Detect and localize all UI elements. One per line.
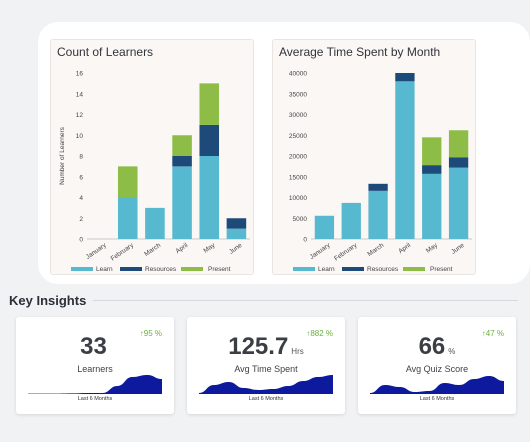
bar-learn <box>341 202 361 239</box>
x-tick-label: April <box>175 242 190 256</box>
kpi-period: Last 6 Months <box>419 396 455 402</box>
legend-label: Resources <box>145 266 177 273</box>
y-tick-label: 15000 <box>289 174 307 181</box>
y-axis-label: Number of Learners <box>59 126 66 185</box>
y-tick-label: 10000 <box>289 195 307 202</box>
y-tick-label: 30000 <box>289 112 307 119</box>
y-tick-label: 12 <box>76 112 84 119</box>
kpi-label: Avg Quiz Score <box>405 364 469 374</box>
key-insights-heading: Key Insights <box>9 293 87 308</box>
kpi-change: ↑95 % <box>139 329 162 338</box>
legend-label: Learn <box>96 266 113 273</box>
x-tick-label: February <box>333 241 359 262</box>
y-tick-label: 8 <box>79 154 83 161</box>
bar-learn <box>422 173 442 239</box>
bar-learn <box>172 166 192 239</box>
bar-resources <box>448 157 469 168</box>
divider <box>93 300 518 301</box>
legend-swatch <box>181 267 203 271</box>
x-tick-label: April <box>397 242 412 256</box>
y-tick-label: 0 <box>79 237 83 244</box>
legend-label: Learn <box>318 266 335 273</box>
y-tick-label: 4 <box>79 195 83 202</box>
legend-label: Resources <box>367 266 399 273</box>
legend-swatch <box>293 267 315 271</box>
bar-learn <box>368 190 388 239</box>
bar-resources <box>172 156 192 167</box>
kpi-value: 66% <box>418 333 456 360</box>
bar-learn <box>145 207 165 239</box>
sparkline <box>370 376 504 394</box>
y-tick-label: 14 <box>76 91 84 98</box>
kpi-card-avg-time-spent[interactable]: ↑882 % 125.7 Hrs Avg Time Spent Last 6 Mo… <box>187 317 345 414</box>
y-tick-label: 6 <box>79 174 83 181</box>
kpi-label: Avg Time Spent <box>234 364 298 374</box>
y-tick-label: 5000 <box>293 216 308 223</box>
count-of-learners-chart: Count of Learners 0 2 4 6 8 10 12 14 16 Number of… <box>50 39 254 275</box>
bar-resources <box>422 165 442 174</box>
bar-resources <box>395 73 415 82</box>
kpi-label: Learners <box>77 364 113 374</box>
bar-learn <box>314 215 335 239</box>
x-tick-label: March <box>366 242 385 258</box>
x-tick-label: June <box>228 242 244 256</box>
x-tick-label: June <box>450 242 466 256</box>
y-tick-label: 20000 <box>289 154 307 161</box>
chart-svg: 0 2 4 6 8 10 12 14 16 Number of Learners January Fe… <box>59 71 250 273</box>
avg-time-spent-chart: Average Time Spent by Month 0 5000 10000 15… <box>272 39 476 275</box>
kpi-change: ↑47 % <box>481 329 504 338</box>
bar-present <box>422 137 442 166</box>
x-tick-label: May <box>202 241 217 254</box>
y-tick-label: 25000 <box>289 133 307 140</box>
legend-swatch <box>342 267 364 271</box>
sparkline-area <box>199 375 333 394</box>
legend-swatch <box>403 267 425 271</box>
x-tick-label: March <box>143 242 162 258</box>
kpi-card-learners[interactable]: ↑95 % 33 Learners Last 6 Months <box>16 317 174 414</box>
legend-label: Present <box>208 266 231 273</box>
bar-learn <box>226 228 247 239</box>
x-tick-label: May <box>425 241 440 254</box>
bar-resources <box>199 124 220 156</box>
kpi-card-avg-quiz-score[interactable]: ↑47 % 66% Avg Quiz Score Last 6 Months <box>358 317 516 414</box>
bar-resources <box>226 218 247 229</box>
kpi-change: ↑882 % <box>306 329 333 338</box>
legend-swatch <box>120 267 142 271</box>
bar-learn <box>117 197 138 239</box>
chart-title: Average Time Spent by Month <box>279 45 441 59</box>
bar-learn <box>395 81 415 239</box>
y-tick-label: 2 <box>79 216 83 223</box>
sparkline <box>28 375 162 394</box>
y-tick-label: 40000 <box>289 71 307 78</box>
y-tick-label: 35000 <box>289 91 307 98</box>
y-tick-label: 16 <box>76 71 84 78</box>
x-tick-label: February <box>110 241 136 262</box>
kpi-period: Last 6 Months <box>77 396 113 402</box>
bar-learn <box>199 156 220 239</box>
sparkline <box>199 375 333 394</box>
y-tick-label: 10 <box>76 133 84 140</box>
bar-present <box>117 166 138 198</box>
kpi-value: 125.7 Hrs <box>228 333 304 360</box>
sparkline-area <box>370 376 504 394</box>
bar-present <box>172 135 192 156</box>
kpi-period: Last 6 Months <box>248 396 284 402</box>
x-tick-label: January <box>85 241 109 260</box>
legend-label: Present <box>430 266 453 273</box>
x-tick-label: January <box>309 241 333 260</box>
bar-present <box>199 83 220 125</box>
chart-svg: 0 5000 10000 15000 20000 25000 30000 35000 40000… <box>289 71 472 273</box>
legend-swatch <box>71 267 93 271</box>
bar-learn <box>448 167 469 239</box>
chart-title: Count of Learners <box>57 45 154 59</box>
sparkline-area <box>28 375 162 394</box>
bar-resources <box>368 183 388 191</box>
kpi-value: 33 <box>80 333 107 360</box>
y-tick-label: 0 <box>303 237 307 244</box>
bar-present <box>448 130 469 158</box>
